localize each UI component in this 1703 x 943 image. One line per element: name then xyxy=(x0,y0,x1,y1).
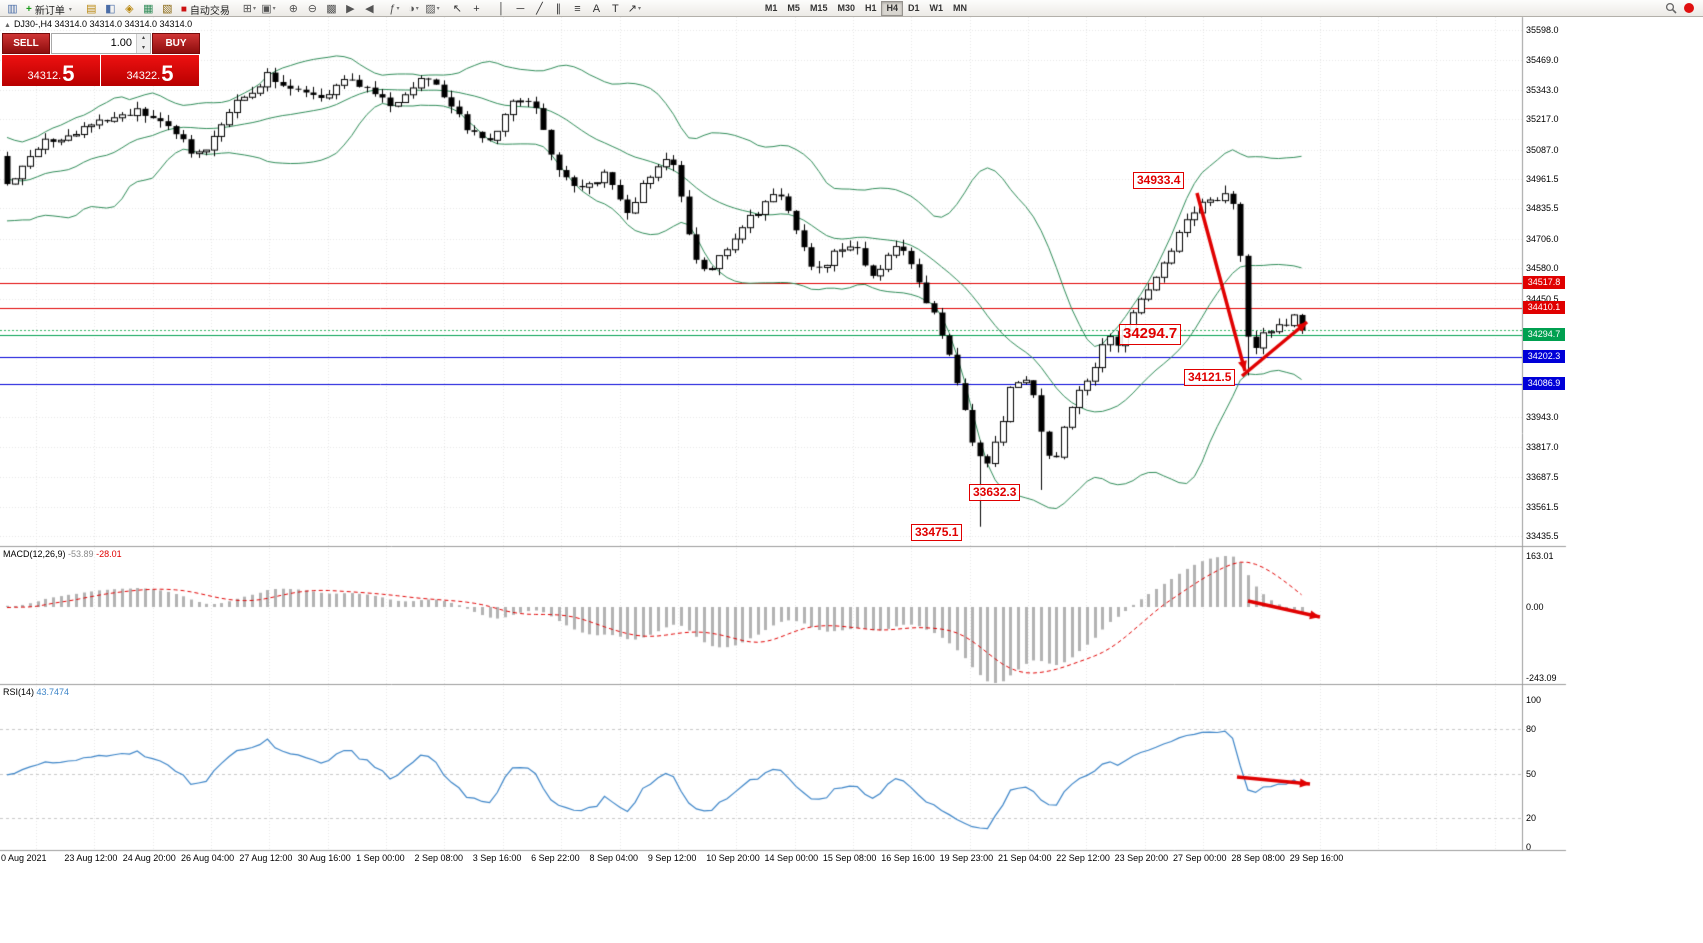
templates-icon[interactable]: ▨ ▾ xyxy=(425,3,440,15)
buy-price-main: 34322. xyxy=(126,70,161,82)
trendline-icon[interactable]: ╱ xyxy=(536,3,543,15)
text-icon[interactable]: A xyxy=(592,3,601,15)
data-window-icon[interactable]: ◧ xyxy=(105,3,116,15)
text-label-icon[interactable]: T xyxy=(612,3,619,15)
sell-price[interactable]: 34312. 5 xyxy=(2,55,100,86)
toolbar-right-group xyxy=(1661,1,1700,16)
profiles-icon[interactable]: ▣ ▾ xyxy=(261,3,276,15)
zoom-in-icon[interactable]: ⊕ xyxy=(288,3,299,15)
new-chart-icon[interactable]: ⊞ ▾ xyxy=(242,3,257,15)
terminal-icon[interactable]: ▦ xyxy=(143,3,154,15)
new-order-icon: + xyxy=(26,4,32,15)
sell-price-big-digit: 5 xyxy=(62,61,75,86)
dropdown-arrow-icon: ▾ xyxy=(272,6,276,12)
timeframe-d1[interactable]: D1 xyxy=(908,2,920,13)
timeframe-h4[interactable]: H4 xyxy=(881,0,903,16)
dropdown-arrow-icon: ▾ xyxy=(638,6,642,12)
periods-icon[interactable]: ◑ ▾ xyxy=(408,3,419,15)
timeframe-buttons: M1 M5 M15 M30 H1 H4 D1 W1 MN xyxy=(760,0,972,16)
navigator-icon[interactable]: ◈ xyxy=(125,3,134,15)
cursor-icon[interactable]: ↖ xyxy=(452,3,463,15)
crosshair-icon[interactable]: + xyxy=(473,3,480,15)
fibonacci-icon[interactable]: ≡ xyxy=(574,3,581,15)
notification-badge[interactable] xyxy=(1684,3,1694,13)
chart-shift-icon[interactable]: ◀ xyxy=(365,3,374,15)
new-order-button[interactable]: + 新订单 ▾ xyxy=(22,2,76,17)
arrows-tool-icon[interactable]: ↗ ▾ xyxy=(627,3,642,15)
sell-price-main: 34312. xyxy=(27,70,62,82)
zoom-out-icon[interactable]: ⊖ xyxy=(307,3,318,15)
volume-stepper: ▴ ▾ xyxy=(136,34,150,53)
sell-button[interactable]: SELL xyxy=(2,33,50,54)
volume-up-button[interactable]: ▴ xyxy=(137,34,150,44)
tile-windows-icon[interactable]: ▩ xyxy=(326,3,337,15)
vertical-line-icon[interactable]: │ xyxy=(497,3,505,15)
buy-price-big-digit: 5 xyxy=(161,61,174,86)
volume-value[interactable]: 1.00 xyxy=(110,37,132,49)
timeframe-h1[interactable]: H1 xyxy=(864,2,877,13)
one-click-trading-panel: SELL 1.00 ▴ ▾ BUY 34312. 5 34322. 5 xyxy=(2,33,200,86)
volume-input[interactable]: 1.00 ▴ ▾ xyxy=(51,33,151,54)
new-order-button-label: 新订单 xyxy=(34,6,65,17)
dropdown-arrow-icon: ▾ xyxy=(436,6,440,12)
timeframe-m5[interactable]: M5 xyxy=(787,2,800,13)
timeframe-m15[interactable]: M15 xyxy=(809,2,828,13)
timeframe-mn[interactable]: MN xyxy=(953,2,968,13)
horizontal-line-icon[interactable]: ─ xyxy=(516,3,525,15)
volume-down-button[interactable]: ▾ xyxy=(137,43,150,53)
auto-scroll-icon[interactable]: ▶ xyxy=(346,3,355,15)
main-toolbar: ▥ + 新订单 ▾ ▤ ◧ ◈ ▦ ▧ ■ 自动交易 ⊞ ▾ ▣ ▾ ⊕ ⊖ ▩ ▶ ◀ ƒ ▾ ◑ ▾ ▨ ▾ ↖ + │ ─ ╱ ∥ ≡ A T… xyxy=(0,0,1703,17)
market-watch-icon[interactable]: ▤ xyxy=(86,3,97,15)
channel-icon[interactable]: ∥ xyxy=(555,3,562,15)
timeframe-m1[interactable]: M1 xyxy=(764,2,778,13)
search-icon[interactable] xyxy=(1662,1,1679,16)
autotrading-icon: ■ xyxy=(180,4,187,15)
dropdown-arrow-icon: ▾ xyxy=(396,6,400,12)
strategy-tester-icon[interactable]: ▧ xyxy=(162,3,173,15)
buy-price[interactable]: 34322. 5 xyxy=(101,55,199,86)
toolbar-icon-group: ▥ + 新订单 ▾ ▤ ◧ ◈ ▦ ▧ ■ 自动交易 ⊞ ▾ ▣ ▾ ⊕ ⊖ ▩ ▶ ◀ ƒ ▾ ◑ ▾ ▨ ▾ ↖ + │ ─ ╱ ∥ ≡ A T… xyxy=(3,0,650,17)
dropdown-arrow-icon: ▾ xyxy=(415,6,419,12)
dropdown-arrow-icon: ▾ xyxy=(253,6,257,12)
chart-window-icon[interactable]: ▥ xyxy=(7,3,18,15)
buy-button[interactable]: BUY xyxy=(152,33,200,54)
dropdown-arrow-icon: ▾ xyxy=(68,7,72,13)
indicators-icon[interactable]: ƒ ▾ xyxy=(389,3,400,15)
timeframe-w1[interactable]: W1 xyxy=(929,2,944,13)
timeframe-m30[interactable]: M30 xyxy=(837,2,855,13)
autotrading-button[interactable]: ■ 自动交易 xyxy=(177,2,234,17)
autotrading-button-label: 自动交易 xyxy=(189,6,230,17)
